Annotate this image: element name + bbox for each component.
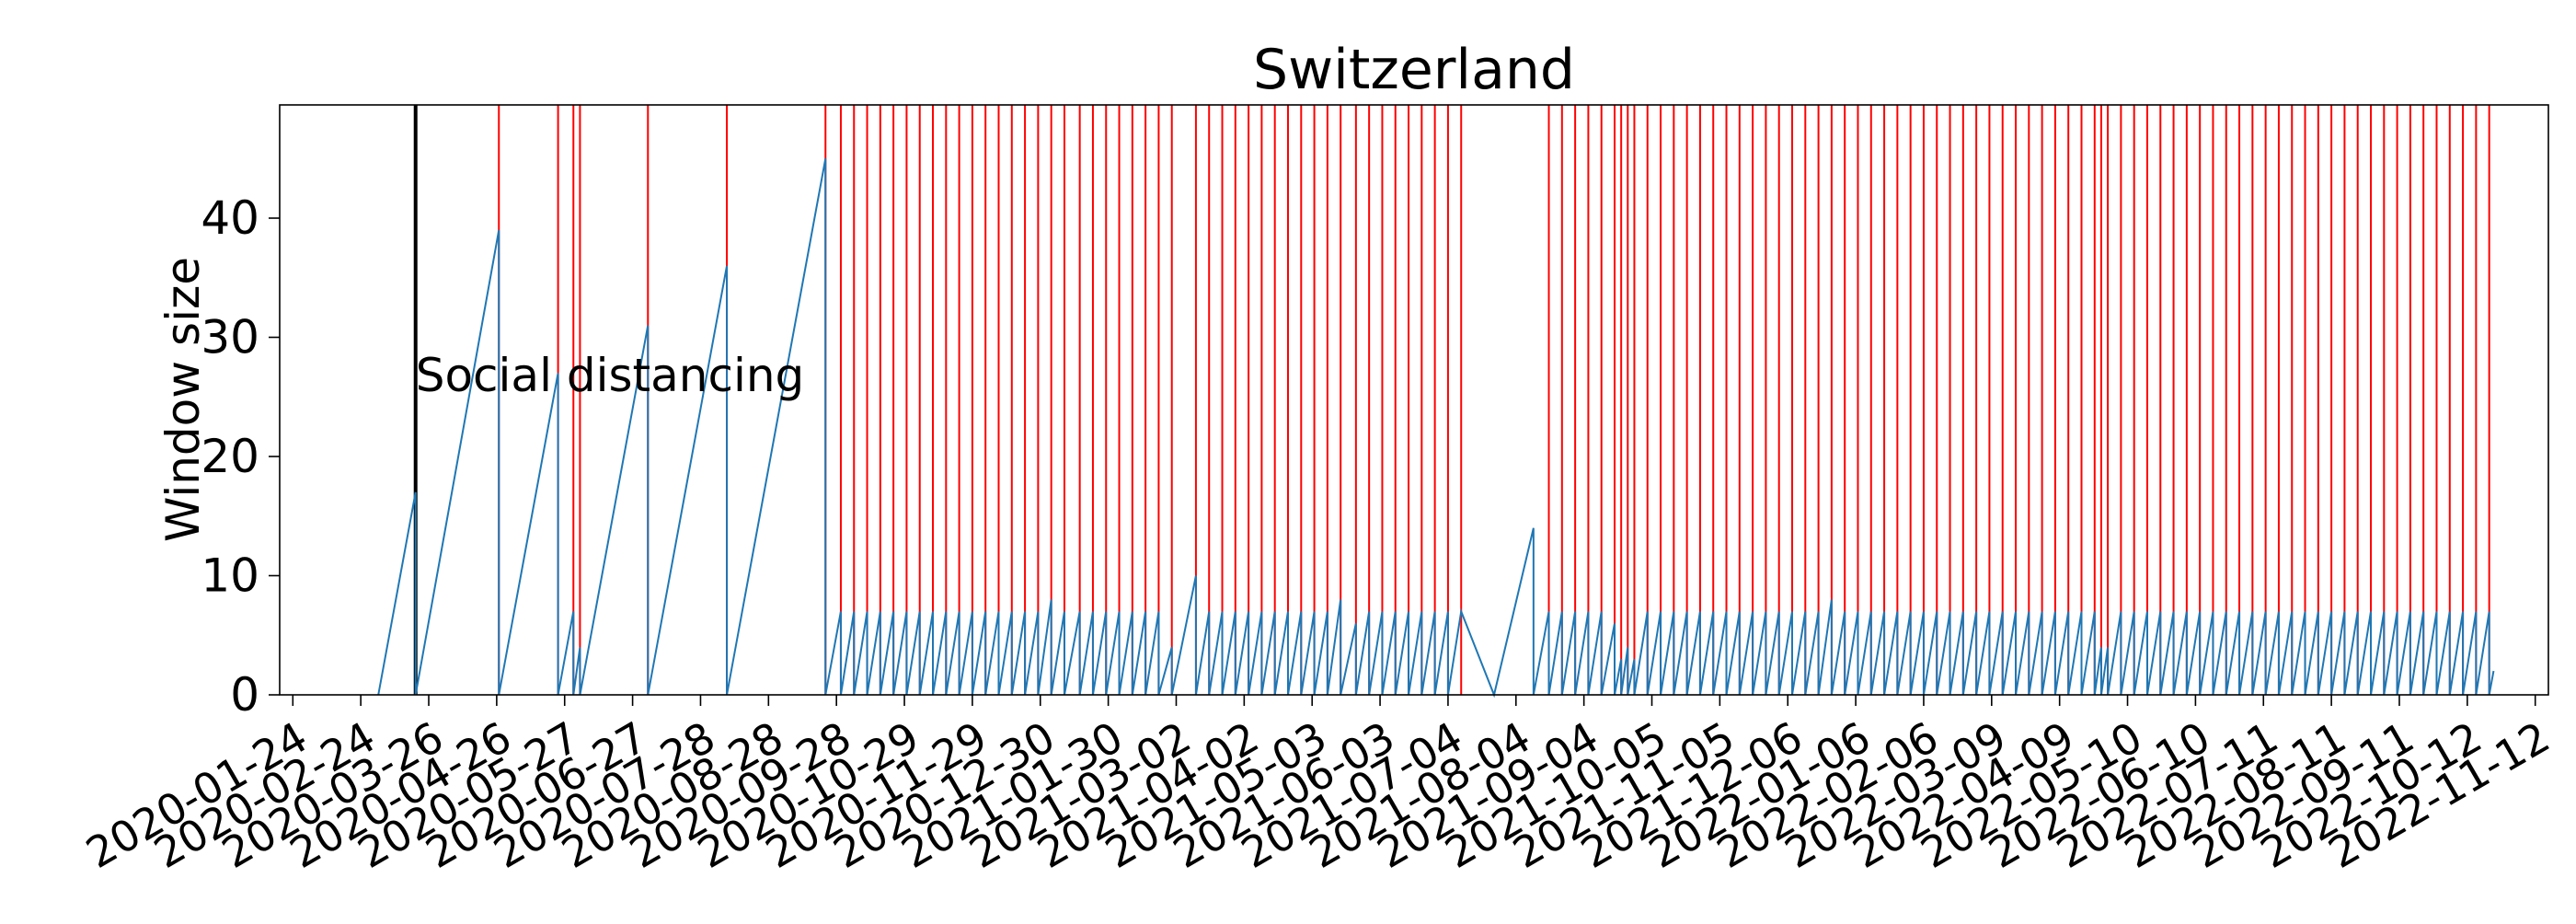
plot-frame — [279, 104, 2549, 696]
x-axis: 2020-01-242020-02-242020-03-262020-04-26… — [77, 695, 2558, 878]
annotation-label: Social distancing — [416, 349, 805, 402]
series-layer — [377, 158, 2495, 699]
event-lines — [413, 105, 2490, 695]
annotation-layer: Social distancing — [416, 349, 805, 402]
y-tick-label: 20 — [201, 430, 259, 483]
y-tick-label: 10 — [201, 549, 259, 603]
series-line — [377, 158, 2495, 699]
y-axis-label: Window size — [156, 257, 210, 542]
y-tick-label: 40 — [201, 191, 259, 245]
chart-title: Switzerland — [1253, 38, 1575, 102]
y-tick-label: 0 — [230, 668, 259, 722]
y-axis: 0 10 20 30 40 — [201, 191, 280, 722]
y-tick-label: 30 — [201, 311, 259, 364]
